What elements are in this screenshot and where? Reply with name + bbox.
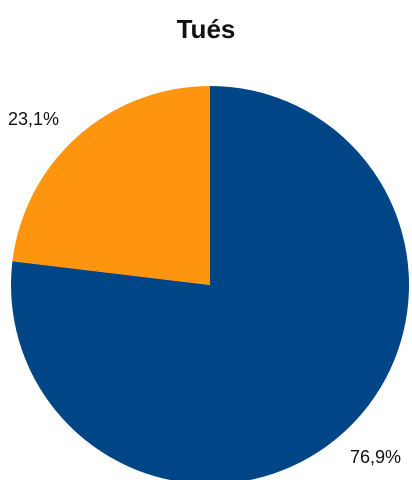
slice-label-1: 23,1% xyxy=(8,109,59,129)
pie-slice-1 xyxy=(12,86,211,285)
chart-title: Tués xyxy=(176,14,236,44)
pie-slice-0 xyxy=(11,86,409,480)
slice-label-0: 76,9% xyxy=(350,447,401,467)
